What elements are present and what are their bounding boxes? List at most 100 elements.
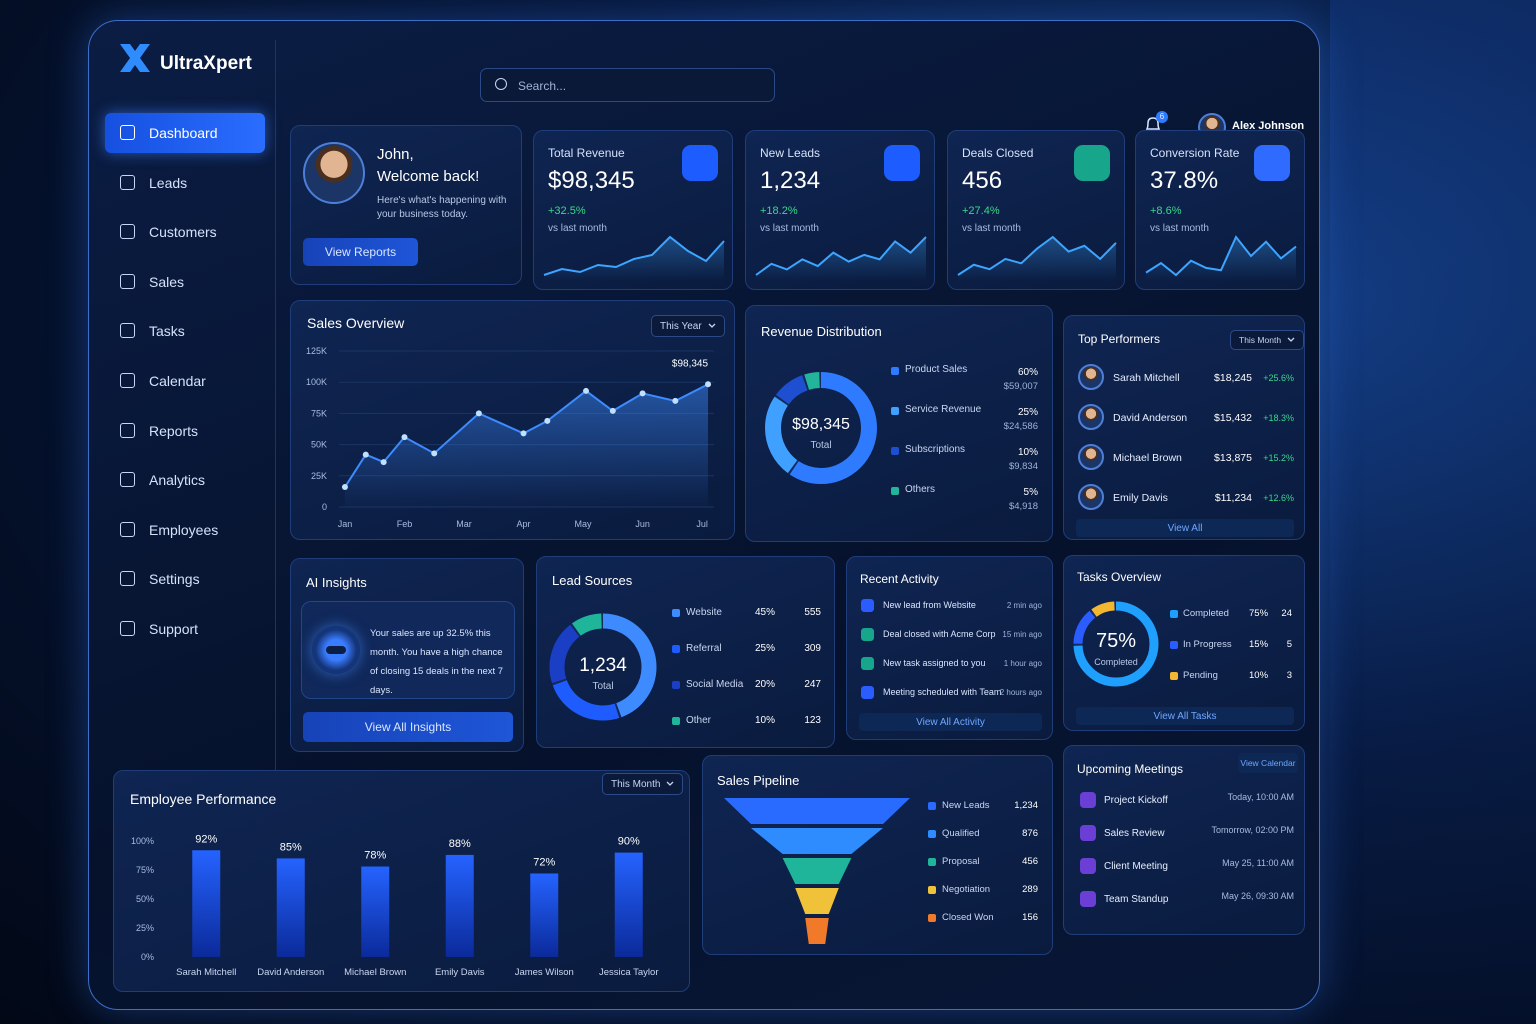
chevron (708, 323, 716, 328)
legend-swatch (928, 858, 936, 866)
legend-swatch (928, 914, 936, 922)
insight-text: Your sales are up 32.5% this month. You … (370, 628, 504, 696)
kpi-change: +32.5% (548, 205, 586, 217)
icon (861, 686, 874, 699)
legend-percent: 5% (1023, 487, 1038, 498)
legend-label: Website (686, 607, 722, 618)
welcome-card: John, Welcome back! Here's what's happenin… (290, 125, 522, 285)
welcome-message: Here's what's happening with your busine… (377, 195, 507, 220)
icon (682, 145, 718, 181)
performer-amount: $13,875 (1214, 452, 1252, 464)
card-title: Tasks Overview (1077, 570, 1162, 584)
nav-item[interactable]: Tasks (105, 311, 265, 351)
x-tick-label: Michael Brown (344, 967, 406, 978)
nav-item[interactable]: Sales (105, 262, 265, 302)
nav-icon (120, 422, 135, 438)
sparkline (543, 235, 725, 281)
nav-label: Calendar (149, 373, 206, 389)
donut-center-value: $98,345 (792, 416, 850, 433)
meeting-time: May 26, 09:30 AM (1221, 891, 1294, 901)
legend-amount: $4,918 (1008, 501, 1038, 512)
nav-item[interactable]: Employees (105, 510, 265, 550)
sparkline-area (1146, 237, 1296, 281)
nav-item[interactable]: Analytics (105, 460, 265, 500)
icon (1080, 858, 1096, 874)
activity-time: 1 hour ago (1003, 659, 1042, 668)
revenue-distribution-card: Revenue Distribution $98,345 Total Product … (745, 305, 1053, 542)
donut-chart (1073, 601, 1159, 687)
brand-name: UltraXpert (160, 53, 252, 74)
avatar (1078, 404, 1104, 430)
view-activity-link[interactable]: View All Activity (859, 713, 1042, 731)
view-insights-button[interactable]: View All Insights (303, 712, 513, 742)
sidebar-divider (275, 40, 276, 990)
card-title: Top Performers (1078, 332, 1161, 346)
legend-swatch (891, 447, 899, 455)
dropdown[interactable]: This Month (1230, 330, 1305, 350)
nav-item[interactable]: Dashboard (105, 113, 265, 153)
legend-swatch (891, 407, 899, 415)
kpi-label: Conversion Rate (1150, 146, 1240, 160)
legend-label: In Progress (1183, 639, 1232, 650)
value-label: 85% (280, 841, 302, 853)
icon (861, 599, 874, 612)
donut-segment (549, 613, 657, 721)
point (431, 450, 438, 457)
nav-item[interactable]: Support (105, 609, 265, 649)
nav-label: Customers (149, 224, 217, 241)
legend-value: 456 (1022, 856, 1038, 867)
legend-label: Negotiation (942, 884, 991, 895)
kpi-card: Conversion Rate 37.8% +8.6% vs last month (1135, 130, 1305, 290)
legend-label: Product Sales (905, 364, 968, 375)
nav-item[interactable]: Calendar (105, 361, 265, 401)
legend-swatch (928, 830, 936, 838)
search-box[interactable]: Search... (480, 68, 775, 102)
meeting-time: May 25, 11:00 AM (1222, 858, 1294, 868)
dropdown[interactable]: This Month (602, 773, 684, 795)
performer-name: David Anderson (1113, 412, 1188, 424)
view-calendar-button[interactable]: View Calendar (1238, 753, 1298, 773)
point (475, 410, 482, 417)
y-tick-label: 25% (136, 923, 154, 933)
chevron (667, 781, 674, 786)
activity-text: Meeting scheduled with Team (883, 687, 1002, 697)
nav-icon (120, 224, 135, 240)
legend-label: Others (905, 484, 936, 495)
view-tasks-link[interactable]: View All Tasks (1076, 707, 1294, 725)
dropdown[interactable]: This Year (651, 315, 725, 337)
nav-item[interactable]: Customers (105, 212, 265, 252)
nav-item[interactable]: Settings (105, 559, 265, 599)
view-reports-button[interactable]: View Reports (303, 238, 418, 266)
nav-item[interactable]: Reports (105, 411, 265, 451)
nav-label: Analytics (149, 472, 206, 489)
nav-label: Tasks (149, 323, 185, 340)
view-all-link[interactable]: View All (1076, 519, 1294, 537)
y-tick-label: 100% (131, 836, 154, 846)
logo-mark (118, 42, 152, 74)
legend-percent: 25% (1017, 407, 1038, 418)
y-tick-label: 50% (136, 894, 154, 904)
kpi-label: New Leads (760, 146, 821, 160)
nav-icon (120, 621, 135, 636)
nav-icon (120, 521, 135, 537)
legend-label: Closed Won (942, 912, 994, 923)
card-title: Sales Pipeline (717, 773, 800, 788)
nav-icon (120, 125, 135, 140)
point (380, 459, 387, 466)
activity-text: New task assigned to you (883, 658, 986, 668)
background-glow (1330, 0, 1536, 1024)
performer-name: Emily Davis (1113, 492, 1168, 504)
sparkline-line (957, 235, 1117, 276)
icon (861, 657, 874, 670)
legend-amount: $24,586 (1003, 421, 1038, 432)
legend-label: Completed (1183, 608, 1229, 619)
nav-label: Settings (149, 571, 200, 588)
nav-item[interactable]: Leads (105, 163, 265, 203)
sales-pipeline-card: Sales Pipeline New Leads 1,234 Qualified 876… (702, 755, 1053, 955)
nav-label: Employees (149, 521, 219, 538)
legend-percent: 60% (1017, 367, 1038, 378)
donut-segment (765, 372, 877, 484)
legend-swatch (672, 609, 680, 617)
legend-swatch (891, 367, 899, 375)
